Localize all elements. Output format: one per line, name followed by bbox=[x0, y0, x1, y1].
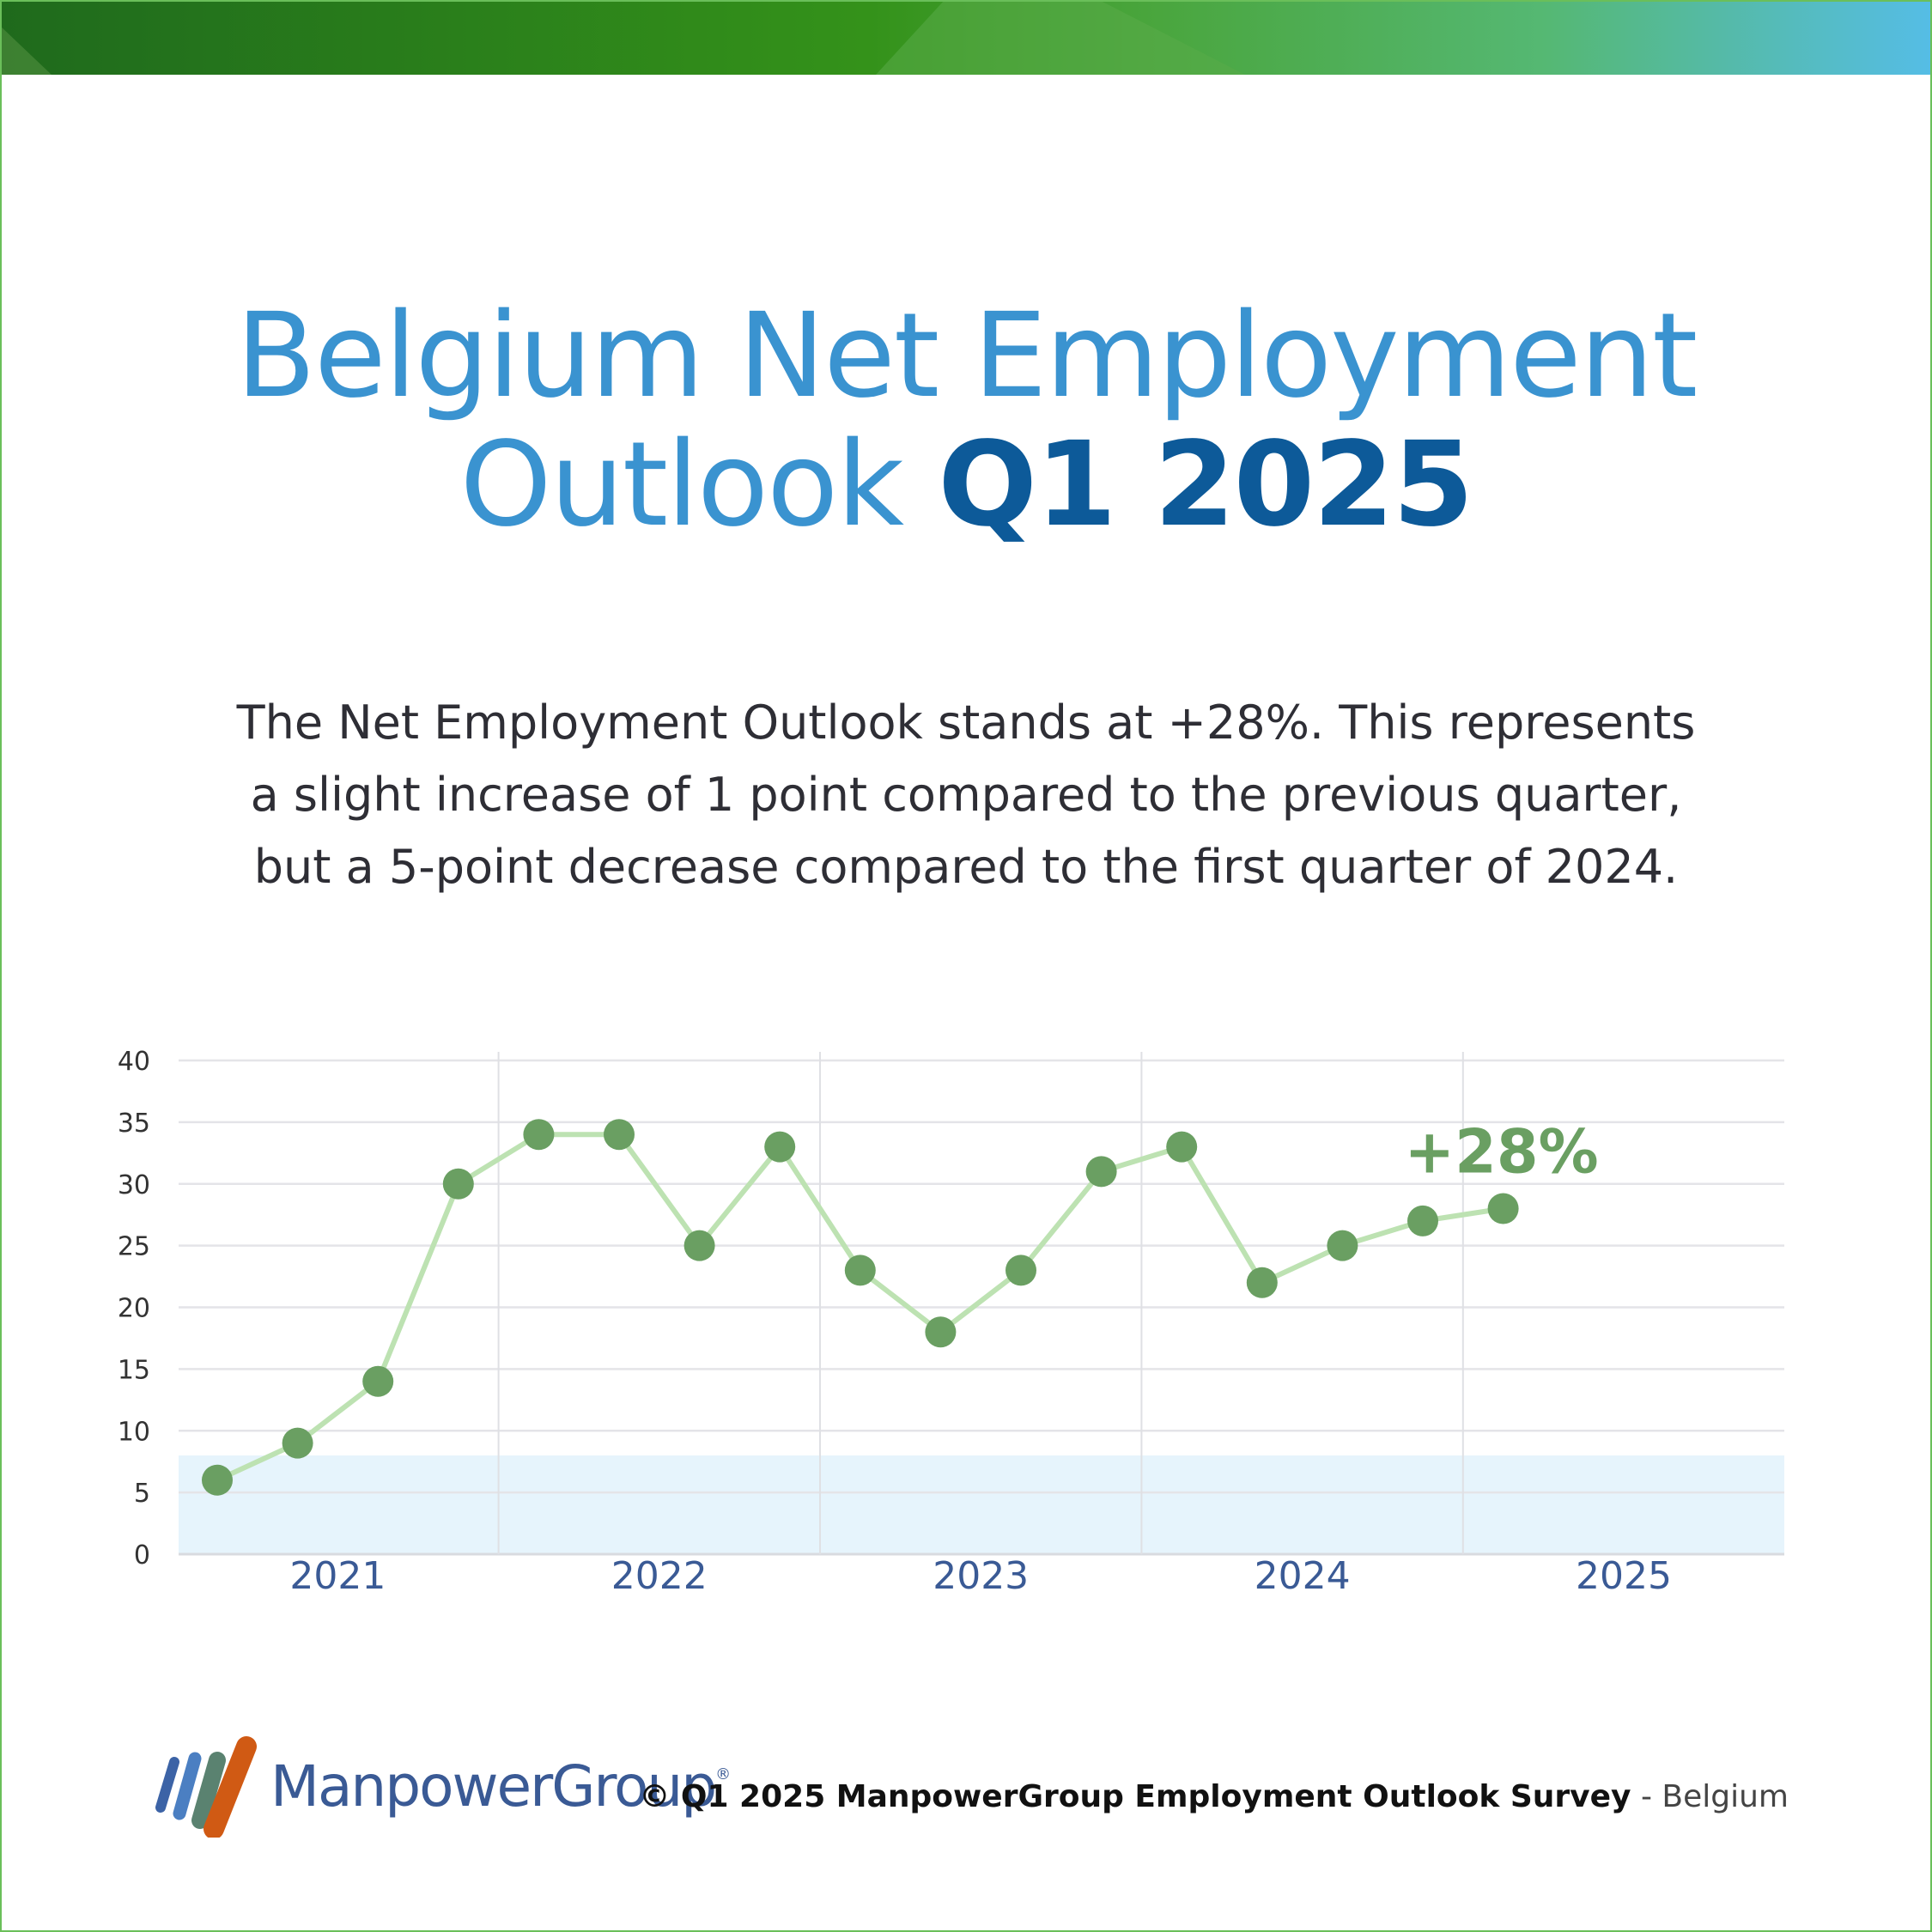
data-point bbox=[683, 1230, 715, 1261]
data-point bbox=[362, 1365, 394, 1397]
data-point bbox=[202, 1464, 233, 1496]
latest-value-annotation: +28% bbox=[1404, 1117, 1598, 1188]
page-title-line1: Belgium Net Employment bbox=[235, 289, 1698, 424]
description-line3: but a 5-point decrease compared to the f… bbox=[253, 840, 1679, 894]
y-tick-label: 10 bbox=[118, 1417, 150, 1447]
description-line2: a slight increase of 1 point compared to… bbox=[250, 768, 1682, 822]
data-point bbox=[1246, 1267, 1278, 1298]
data-point bbox=[523, 1119, 555, 1151]
brand-text: ManpowerGroup bbox=[270, 1753, 717, 1820]
y-tick-label: 5 bbox=[134, 1479, 150, 1509]
country-name: Belgium bbox=[1662, 1779, 1789, 1814]
data-point bbox=[442, 1168, 474, 1200]
brand-name: ManpowerGroup® bbox=[270, 1753, 731, 1820]
manpower-logo-icon bbox=[142, 1735, 262, 1842]
x-year-label: 2023 bbox=[933, 1554, 1029, 1598]
x-year-label: 2025 bbox=[1576, 1554, 1672, 1598]
x-year-label: 2022 bbox=[611, 1554, 708, 1598]
separator: - bbox=[1631, 1779, 1662, 1814]
description-line1: The Net Employment Outlook stands at +28… bbox=[236, 696, 1696, 750]
data-point bbox=[925, 1316, 957, 1348]
data-point bbox=[1487, 1193, 1519, 1224]
data-point bbox=[1005, 1255, 1036, 1286]
y-tick-label: 25 bbox=[118, 1232, 150, 1262]
y-tick-label: 30 bbox=[118, 1170, 150, 1200]
description: The Net Employment Outlook stands at +28… bbox=[172, 687, 1760, 903]
copyright: © Q1 2025 ManpowerGroup Employment Outlo… bbox=[639, 1779, 1789, 1814]
x-year-label: 2024 bbox=[1255, 1554, 1351, 1598]
registered-mark: ® bbox=[715, 1765, 732, 1783]
low-outlook-band bbox=[179, 1455, 1784, 1554]
data-point bbox=[1407, 1205, 1438, 1236]
y-tick-label: 15 bbox=[118, 1355, 150, 1385]
y-tick-label: 35 bbox=[118, 1109, 150, 1139]
title-outlook: Outlook bbox=[459, 417, 905, 553]
data-point bbox=[282, 1427, 313, 1459]
page-title-line2: Outlook Q1 2025 bbox=[0, 421, 1932, 550]
data-point bbox=[844, 1255, 876, 1286]
data-point bbox=[1166, 1131, 1198, 1163]
x-year-label: 2021 bbox=[289, 1554, 386, 1598]
survey-name: © Q1 2025 ManpowerGroup Employment Outlo… bbox=[639, 1779, 1631, 1814]
data-point bbox=[1327, 1230, 1358, 1261]
header-band bbox=[0, 0, 1932, 75]
data-point bbox=[604, 1119, 635, 1151]
data-point bbox=[764, 1131, 796, 1163]
title-quarter: Q1 2025 bbox=[938, 417, 1473, 553]
y-tick-label: 0 bbox=[134, 1540, 150, 1571]
y-tick-label: 20 bbox=[118, 1294, 150, 1324]
data-point bbox=[1085, 1156, 1117, 1188]
y-tick-label: 40 bbox=[118, 1047, 150, 1077]
